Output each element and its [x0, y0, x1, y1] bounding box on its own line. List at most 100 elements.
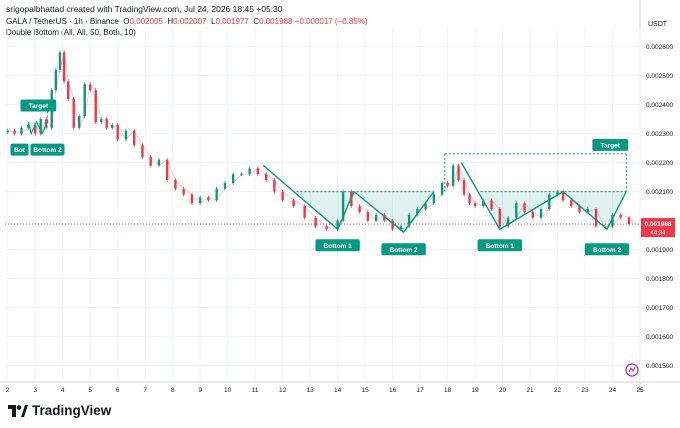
- candle-body: [240, 174, 243, 176]
- candle-body: [20, 127, 23, 134]
- x-tick-label: 14: [334, 387, 342, 394]
- candle-body: [264, 174, 268, 181]
- bottom1-label-box: [315, 239, 360, 252]
- candle-body: [157, 159, 161, 166]
- candle-body: [490, 200, 493, 209]
- candle-body: [215, 188, 218, 201]
- candle-body: [440, 182, 444, 195]
- bottom1-label: Bot: [14, 147, 26, 154]
- x-tick-label: 5: [88, 387, 92, 394]
- x-tick-label: 10: [224, 387, 232, 394]
- bottom1-label-box: [10, 143, 29, 156]
- target-label-box: [592, 138, 629, 151]
- candle-body: [292, 200, 295, 207]
- last-price-badge: [641, 218, 675, 238]
- candle-body: [556, 191, 559, 195]
- bottom2-label-box: [381, 243, 426, 256]
- candle-body: [273, 180, 276, 192]
- bottom2-label: Bottom 2: [593, 247, 622, 254]
- candle-body: [45, 119, 48, 128]
- y-tick-label: 0.002500: [646, 73, 673, 80]
- candle-body: [391, 220, 394, 230]
- candle-body: [141, 145, 144, 157]
- candle-body: [67, 81, 70, 99]
- countdown-label: 44:34: [650, 231, 666, 237]
- x-tick-label: 2: [6, 387, 10, 394]
- candle-body: [498, 209, 502, 227]
- candle-body: [561, 191, 565, 201]
- candle-body: [407, 214, 411, 227]
- bottom2-label-box: [584, 243, 630, 256]
- candle-body: [27, 124, 30, 128]
- candle-body: [54, 69, 58, 91]
- price-series-line: [7, 52, 635, 230]
- candle-body: [182, 188, 185, 195]
- last-price-label: 0.001988: [644, 221, 671, 228]
- x-tick-label: 13: [307, 387, 315, 394]
- y-tick-label: 0.002600: [646, 44, 673, 51]
- x-tick-label: 25: [636, 387, 644, 394]
- candle-body: [231, 174, 235, 183]
- target-label: Target: [601, 142, 621, 149]
- candle-body: [83, 84, 86, 117]
- candle-body: [468, 194, 471, 204]
- candle-body: [116, 124, 119, 140]
- symbol-name[interactable]: GALA / TetherUS · 1h · Binance: [6, 17, 119, 26]
- candle-body: [341, 191, 345, 221]
- y-tick-label: 0.002300: [646, 131, 673, 138]
- currency-label: USDT: [648, 21, 668, 28]
- pattern-zone-fill: [480, 191, 627, 230]
- candle-body: [473, 203, 477, 207]
- candle-body: [62, 52, 66, 82]
- candle-body: [383, 214, 386, 221]
- y-tick-label: 0.002200: [646, 160, 673, 167]
- candle-body: [374, 214, 378, 221]
- candle-body: [190, 194, 194, 204]
- candle-body: [100, 119, 103, 123]
- x-tick-label: 4: [61, 387, 65, 394]
- tradingview-brand: TradingView: [8, 403, 111, 418]
- candle-body: [223, 182, 227, 189]
- candle-body: [89, 84, 92, 91]
- candle-body: [619, 214, 622, 218]
- x-tick-label: 9: [198, 387, 202, 394]
- x-tick-label: 3: [33, 387, 37, 394]
- candle-body: [578, 206, 581, 212]
- candle-body: [165, 159, 169, 181]
- candle-body: [539, 209, 543, 218]
- candle-body: [594, 209, 598, 227]
- candle-body: [432, 194, 436, 204]
- candle-body: [548, 194, 551, 209]
- indicator-settings-icon-glyph: [628, 366, 636, 373]
- ohlc-open: O0.002005: [123, 17, 163, 26]
- candle-body: [424, 203, 427, 209]
- x-tick-label: 15: [361, 387, 369, 394]
- candle-body: [58, 52, 62, 70]
- candle-body: [611, 214, 614, 227]
- candle-body: [34, 124, 37, 134]
- candle-body: [149, 156, 152, 166]
- x-tick-label: 16: [389, 387, 397, 394]
- candle-body: [462, 180, 466, 195]
- y-tick-label: 0.001700: [646, 305, 673, 312]
- candle-body: [248, 168, 251, 175]
- candle-body: [515, 203, 518, 218]
- bottom1-label: Bottom 1: [324, 243, 353, 250]
- candle-body: [39, 119, 42, 134]
- bottom1-label: Bottom 1: [486, 243, 515, 250]
- target-label: Target: [29, 103, 49, 110]
- candle-body: [6, 130, 9, 133]
- y-tick-label: 0.002100: [646, 189, 673, 196]
- indicator-legend[interactable]: Double Bottom (All, All, 50, Both, 10): [6, 28, 136, 37]
- candle-body: [281, 191, 284, 201]
- x-tick-label: 6: [116, 387, 120, 394]
- brand-name: TradingView: [32, 403, 112, 418]
- pattern-zone-fill: [296, 191, 434, 233]
- candle-body: [13, 130, 16, 134]
- candle-body: [570, 200, 573, 207]
- candle-body: [531, 211, 534, 218]
- y-tick-label: 0.001500: [646, 363, 673, 370]
- candle-body: [124, 130, 128, 140]
- y-tick-label: 0.001600: [646, 334, 673, 341]
